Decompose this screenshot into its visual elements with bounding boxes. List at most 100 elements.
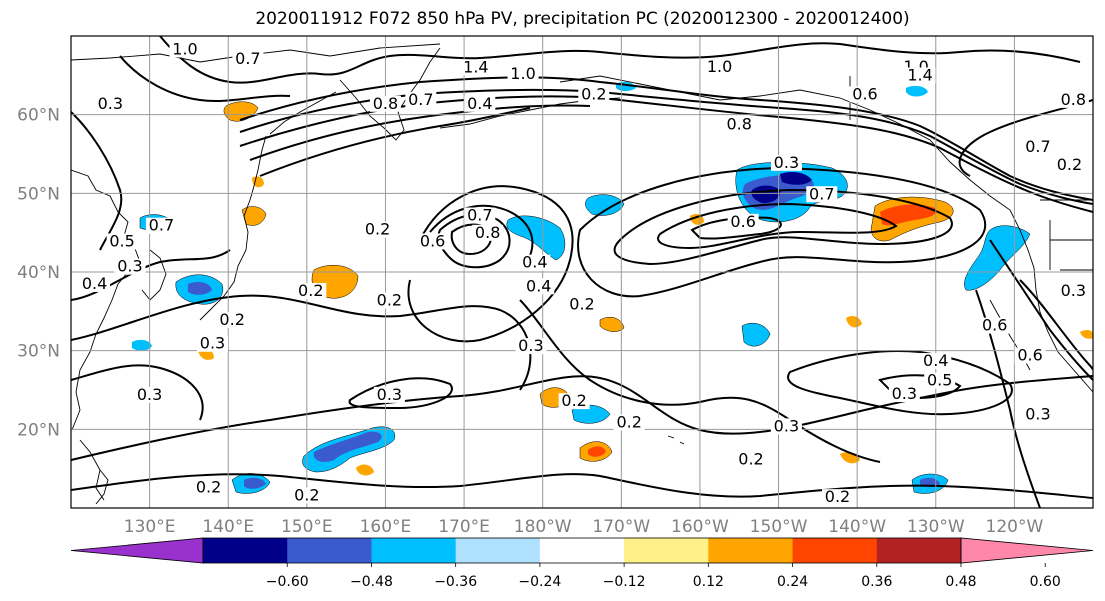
colorbar-tick-label-1: −0.48 bbox=[350, 574, 393, 590]
contour-label-43: 0.4 bbox=[923, 351, 948, 370]
pv-contour-sub-2 bbox=[71, 375, 1093, 461]
precip-negative-central-2 bbox=[585, 194, 625, 216]
contour-label-bg-42 bbox=[1057, 91, 1089, 108]
precip-negative-japan-3 bbox=[132, 339, 152, 351]
colorbar-extend-low bbox=[70, 537, 204, 564]
contour-label-bg-20 bbox=[405, 91, 437, 108]
contour-label-42: 0.8 bbox=[1061, 90, 1086, 109]
precip-negative-japan-core bbox=[188, 282, 212, 295]
pv-contour-west-3 bbox=[71, 364, 204, 421]
colorbar-segment-7 bbox=[708, 538, 794, 563]
lon-label-11: 120°W bbox=[986, 517, 1044, 537]
pv-contour-cutoff-outer bbox=[407, 185, 574, 343]
precip-positive-gulf-alaska-core bbox=[880, 204, 937, 226]
contour-label-40: 0.7 bbox=[1025, 137, 1050, 156]
contour-label-bg-7 bbox=[106, 233, 138, 250]
contour-label-bg-8 bbox=[134, 386, 166, 403]
colorbar bbox=[70, 537, 1094, 564]
contour-label-51: 0.2 bbox=[738, 449, 763, 468]
contour-label-24: 0.6 bbox=[420, 231, 445, 250]
pv-contour-jet-4 bbox=[249, 104, 591, 161]
precip-shading bbox=[132, 81, 1093, 494]
contour-label-25: 0.4 bbox=[522, 253, 547, 272]
coast-alaska bbox=[559, 75, 1093, 393]
contour-label-49: 0.6 bbox=[1017, 346, 1042, 365]
contour-label-bg-17 bbox=[507, 65, 539, 82]
precip-negative-alaska-2 bbox=[906, 85, 928, 97]
contour-label-5: 0.4 bbox=[82, 274, 107, 293]
contour-label-30: 0.2 bbox=[561, 391, 586, 410]
contour-label-8: 0.3 bbox=[137, 385, 162, 404]
contour-label-bg-13 bbox=[295, 283, 327, 300]
contour-label-bg-52 bbox=[822, 489, 853, 506]
contour-label-bg-41 bbox=[1053, 157, 1085, 174]
colorbar-segment-1 bbox=[203, 538, 288, 563]
lon-label-10: 130°W bbox=[907, 517, 965, 537]
lon-label-9: 140°W bbox=[828, 517, 886, 537]
lon-label-7: 160°W bbox=[671, 517, 729, 537]
contour-label-bg-38 bbox=[904, 67, 936, 84]
coast-kamchatka bbox=[339, 47, 441, 141]
contour-label-1: 0.7 bbox=[235, 49, 260, 68]
contour-label-bg-6 bbox=[94, 95, 126, 112]
precip-negative-central bbox=[506, 215, 566, 261]
pv-contour-trough-outer bbox=[577, 166, 987, 298]
contour-label-bg-46 bbox=[1022, 406, 1054, 423]
lat-label-2: 40°N bbox=[17, 263, 60, 283]
precip-negative-gulf-alaska-max bbox=[751, 172, 812, 204]
colorbar-segment-4 bbox=[455, 538, 541, 563]
contour-label-39: 0.6 bbox=[852, 84, 877, 103]
contour-label-9: 0.3 bbox=[200, 334, 225, 353]
contour-label-bg-49 bbox=[1014, 347, 1046, 364]
contour-label-bg-24 bbox=[417, 233, 449, 250]
contour-label-21: 0.2 bbox=[581, 84, 606, 103]
lon-label-0: 130°E bbox=[124, 517, 176, 537]
contour-label-22: 0.7 bbox=[467, 206, 492, 225]
contour-label-52: 0.2 bbox=[825, 487, 850, 506]
contour-label-17: 1.0 bbox=[510, 64, 535, 83]
pv-contour-north-2 bbox=[119, 55, 291, 102]
contour-label-bg-33 bbox=[723, 116, 755, 133]
precip-positive-small-1 bbox=[356, 464, 374, 476]
state-borders bbox=[849, 76, 1093, 271]
colorbar-labels: −0.60 −0.48 −0.36 −0.24 −0.12 0.12 0.24 0.36 0.4… bbox=[266, 563, 1061, 590]
pv-contour-na-1 bbox=[989, 239, 1093, 381]
contour-label-12: 0.2 bbox=[294, 486, 319, 505]
figure-title: 2020011912 F072 850 hPa PV, precipitatio… bbox=[255, 9, 910, 29]
pv-contour-north-1 bbox=[159, 36, 1081, 84]
colorbar-extend-high bbox=[960, 537, 1094, 564]
pv-contour-jet-1 bbox=[239, 76, 1093, 201]
contour-label-23: 0.8 bbox=[475, 223, 500, 242]
pv-contour-sub-3 bbox=[71, 473, 1093, 499]
contour-label-bg-19 bbox=[369, 95, 401, 112]
lat-label-0: 20°N bbox=[17, 420, 60, 440]
contour-label-44: 0.5 bbox=[927, 371, 952, 390]
contour-label-bg-28 bbox=[515, 338, 547, 355]
latitude-labels: 20°N 30°N 40°N 50°N 60°N bbox=[17, 106, 60, 441]
contour-label-bg-21 bbox=[578, 86, 610, 103]
contour-label-3: 0.7 bbox=[149, 216, 174, 235]
coast-kuril bbox=[269, 91, 337, 135]
pv-contour-sub-1 bbox=[71, 294, 532, 391]
contour-label-16: 1.4 bbox=[463, 58, 488, 77]
contour-label-bg-48 bbox=[979, 317, 1011, 334]
contour-label-bg-31 bbox=[613, 414, 645, 431]
contour-label-bg-51 bbox=[735, 451, 767, 468]
colorbar-tick-label-6: 0.24 bbox=[777, 574, 808, 590]
contour-label-bg-1 bbox=[232, 50, 264, 67]
contour-label-26: 0.4 bbox=[526, 276, 551, 295]
contour-label-14: 0.2 bbox=[365, 220, 390, 239]
colorbar-tick-label-9: 0.60 bbox=[1030, 574, 1061, 590]
contour-labels: 1.0 0.70.80.70.30.40.30.50.30.30.20.2 0.20… bbox=[79, 36, 1089, 506]
contour-label-bg-9 bbox=[197, 335, 229, 352]
contour-label-bg-11 bbox=[193, 479, 225, 496]
contour-label-bg-39 bbox=[849, 86, 881, 103]
pv-contour-trough-2 bbox=[657, 202, 898, 250]
colorbar-tick-label-4: −0.12 bbox=[603, 574, 646, 590]
pv-contour-west-2 bbox=[71, 249, 231, 301]
contour-label-bg-40 bbox=[1022, 139, 1054, 156]
longitude-labels: 130°E 140°E 150°E 160°E 170°E 180°W 170°W 160°W… bbox=[124, 517, 1044, 537]
contour-label-bg-30 bbox=[558, 393, 590, 410]
contour-label-38: 1.4 bbox=[907, 65, 932, 84]
contour-label-bg-3 bbox=[145, 217, 177, 234]
